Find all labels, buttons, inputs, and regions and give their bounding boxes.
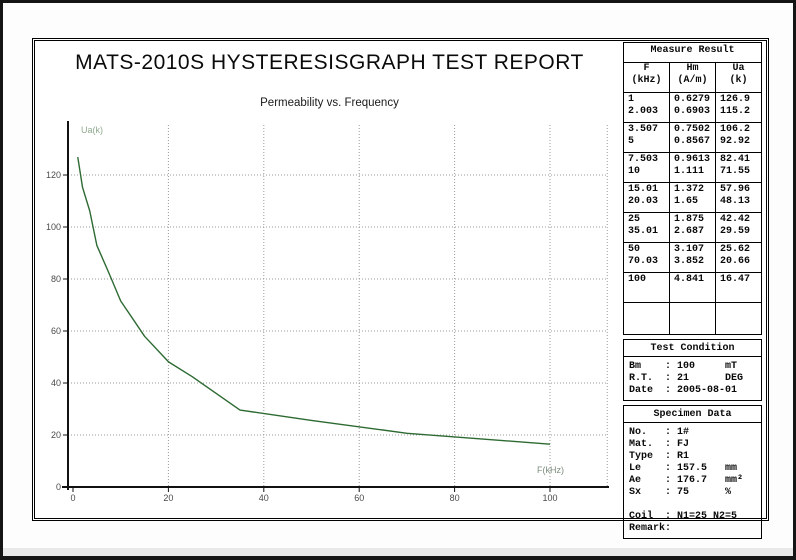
specimen-line: No. : 1# xyxy=(629,427,690,438)
measure-cell: 25 35.01 xyxy=(623,212,670,243)
specimen-line: Type : R1 xyxy=(629,451,690,462)
measure-row-group: 3.507 5 0.7502 0.8567 106.2 92.92 xyxy=(623,122,762,153)
x-tick-label: 100 xyxy=(542,493,557,503)
measure-cell: 100 xyxy=(623,272,670,303)
measure-row-group: 100 4.841 16.47 xyxy=(623,272,762,303)
y-tick-label: 120 xyxy=(46,170,61,180)
measure-cell: 57.96 48.13 xyxy=(715,182,762,213)
condition-line: Bm : 100 mT xyxy=(629,361,738,372)
measure-row-group: 50 70.03 3.107 3.852 25.62 20.66 xyxy=(623,242,762,273)
specimen-line: Coil : N1=25 N2=5 xyxy=(629,511,738,522)
measure-row-group: 7.503 10 0.9613 1.111 82.41 71.55 xyxy=(623,152,762,183)
specimen-data-body: No. : 1# Mat. : FJ Type : R1 Le : 157.5 mm A… xyxy=(623,422,762,539)
test-condition-body: Bm : 100 mT R.T. : 21 DEG Date : 2005-08-0… xyxy=(623,356,762,401)
measure-cell: 25.62 20.66 xyxy=(715,242,762,273)
measure-cell: 0.7502 0.8567 xyxy=(669,122,716,153)
measure-cell: 82.41 71.55 xyxy=(715,152,762,183)
measure-cell xyxy=(715,302,762,335)
window-bottom-strip xyxy=(3,548,793,556)
measure-cell: 3.107 3.852 xyxy=(669,242,716,273)
report-title: MATS-2010S HYSTERESISGRAPH TEST REPORT xyxy=(75,51,584,74)
y-tick-label: 60 xyxy=(51,326,61,336)
measure-row-group: 25 35.01 1.875 2.687 42.42 29.59 xyxy=(623,212,762,243)
measure-result-table: Measure Result F (kHz) Hm (A/m) Ua (k) 1 2.003… xyxy=(623,42,762,335)
measure-cell: 4.841 xyxy=(669,272,716,303)
x-tick-label: 0 xyxy=(70,493,75,503)
specimen-line: Mat. : FJ xyxy=(629,439,690,450)
measure-cell: 16.47 xyxy=(715,272,762,303)
measure-cell: 15.01 20.03 xyxy=(623,182,670,213)
test-condition-header: Test Condition xyxy=(623,339,762,357)
y-axis-label: Ua(k) xyxy=(81,125,103,135)
measure-cell: 0.6279 0.6903 xyxy=(669,92,716,123)
specimen-line: Sx : 75 % xyxy=(629,487,732,498)
measure-cell: 126.9 115.2 xyxy=(715,92,762,123)
specimen-line: Ae : 176.7 mm² xyxy=(629,475,744,486)
measure-row-group: 15.01 20.03 1.372 1.65 57.96 48.13 xyxy=(623,182,762,213)
result-panel: Measure Result F (kHz) Hm (A/m) Ua (k) 1 2.003… xyxy=(623,42,762,539)
measure-row-group xyxy=(623,302,762,335)
measure-cell: 0.9613 1.111 xyxy=(669,152,716,183)
y-tick-label: 20 xyxy=(51,430,61,440)
measure-cell: 3.507 5 xyxy=(623,122,670,153)
specimen-line xyxy=(629,499,761,511)
measure-result-title: Measure Result xyxy=(623,42,762,63)
measure-column-header: F (kHz) xyxy=(623,62,670,93)
y-tick-label: 0 xyxy=(56,482,61,492)
x-tick-label: 60 xyxy=(354,493,364,503)
x-tick-label: 40 xyxy=(259,493,269,503)
specimen-data-header: Specimen Data xyxy=(623,405,762,423)
permeability-frequency-chart: 0 20 40 60 80 100 120 0 20 40 60 80 100 Ua(k) F(kHz) xyxy=(46,121,609,503)
measure-column-header: Ua (k) xyxy=(715,62,762,93)
measure-cell: 50 70.03 xyxy=(623,242,670,273)
measure-cell: 1.875 2.687 xyxy=(669,212,716,243)
measure-cell: 1.372 1.65 xyxy=(669,182,716,213)
permeability-curve xyxy=(77,156,551,445)
y-tick-label: 80 xyxy=(51,274,61,284)
chart-title: Permeability vs. Frequency xyxy=(260,97,399,109)
x-tick-label: 20 xyxy=(163,493,173,503)
y-tick-label: 40 xyxy=(51,378,61,388)
report-page: MATS-2010S HYSTERESISGRAPH TEST REPORT P… xyxy=(32,38,769,539)
measure-cell xyxy=(669,302,716,335)
measure-cell: 106.2 92.92 xyxy=(715,122,762,153)
y-tick-label: 100 xyxy=(46,222,61,232)
measure-cell: 7.503 10 xyxy=(623,152,670,183)
measure-cell: 1 2.003 xyxy=(623,92,670,123)
specimen-line: Le : 157.5 mm xyxy=(629,463,738,474)
x-tick-label: 80 xyxy=(450,493,460,503)
measure-column-header: Hm (A/m) xyxy=(669,62,716,93)
condition-line: Date : 2005-08-01 xyxy=(629,385,738,396)
measure-cell xyxy=(623,302,670,335)
measure-column-headers: F (kHz) Hm (A/m) Ua (k) xyxy=(623,62,762,93)
specimen-line: Remark: xyxy=(629,523,678,534)
measure-cell: 42.42 29.59 xyxy=(715,212,762,243)
condition-line: R.T. : 21 DEG xyxy=(629,373,744,384)
x-axis-label: F(kHz) xyxy=(537,465,564,475)
measure-row-group: 1 2.003 0.6279 0.6903 126.9 115.2 xyxy=(623,92,762,123)
